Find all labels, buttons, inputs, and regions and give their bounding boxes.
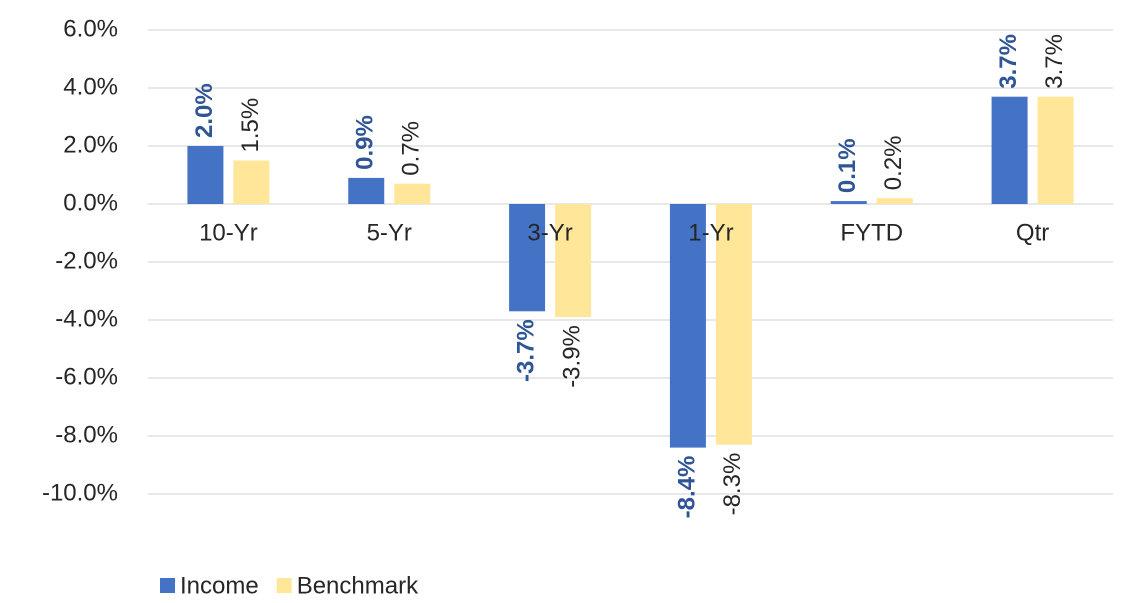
value-label: -3.7%	[512, 319, 539, 382]
y-tick-label: 4.0%	[63, 73, 118, 100]
x-tick-label: Qtr	[1016, 219, 1049, 246]
value-label: 0.2%	[880, 135, 907, 190]
y-tick-label: 0.0%	[63, 189, 118, 216]
bar	[348, 177, 385, 204]
x-tick-label: 3-Yr	[527, 219, 572, 246]
y-tick-label: -6.0%	[55, 363, 118, 390]
y-tick-label: 6.0%	[63, 15, 118, 42]
value-label: 1.5%	[237, 98, 264, 153]
bar	[555, 204, 592, 318]
bar	[394, 183, 431, 204]
value-label: 3.7%	[1041, 34, 1068, 89]
value-label: 0.7%	[398, 121, 425, 176]
value-label: 0.9%	[352, 115, 379, 170]
bar	[1037, 96, 1074, 204]
x-tick-label: 1-Yr	[688, 219, 733, 246]
y-tick-label: 2.0%	[63, 131, 118, 158]
bar	[187, 146, 224, 204]
bar	[509, 204, 546, 312]
legend-swatch	[160, 578, 175, 593]
value-label: -3.9%	[558, 325, 585, 388]
y-tick-label: -10.0%	[42, 479, 118, 506]
value-label: -8.3%	[719, 453, 746, 516]
legend-label: Income	[180, 572, 259, 599]
value-label: 2.0%	[191, 83, 218, 138]
bar	[233, 160, 270, 204]
legend-label: Benchmark	[297, 572, 419, 599]
bar	[830, 201, 867, 204]
legend-swatch	[276, 578, 292, 593]
x-tick-label: 10-Yr	[199, 219, 258, 246]
y-tick-label: -2.0%	[55, 247, 118, 274]
y-tick-label: -8.0%	[55, 421, 118, 448]
bar	[876, 198, 913, 204]
value-label: 3.7%	[995, 34, 1022, 89]
y-tick-label: -4.0%	[55, 305, 118, 332]
bar	[715, 204, 752, 445]
value-label: -8.4%	[673, 456, 700, 519]
bar	[991, 96, 1028, 204]
x-tick-label: FYTD	[840, 219, 903, 246]
value-label: 0.1%	[834, 138, 861, 193]
x-tick-label: 5-Yr	[367, 219, 412, 246]
bar	[669, 204, 706, 448]
